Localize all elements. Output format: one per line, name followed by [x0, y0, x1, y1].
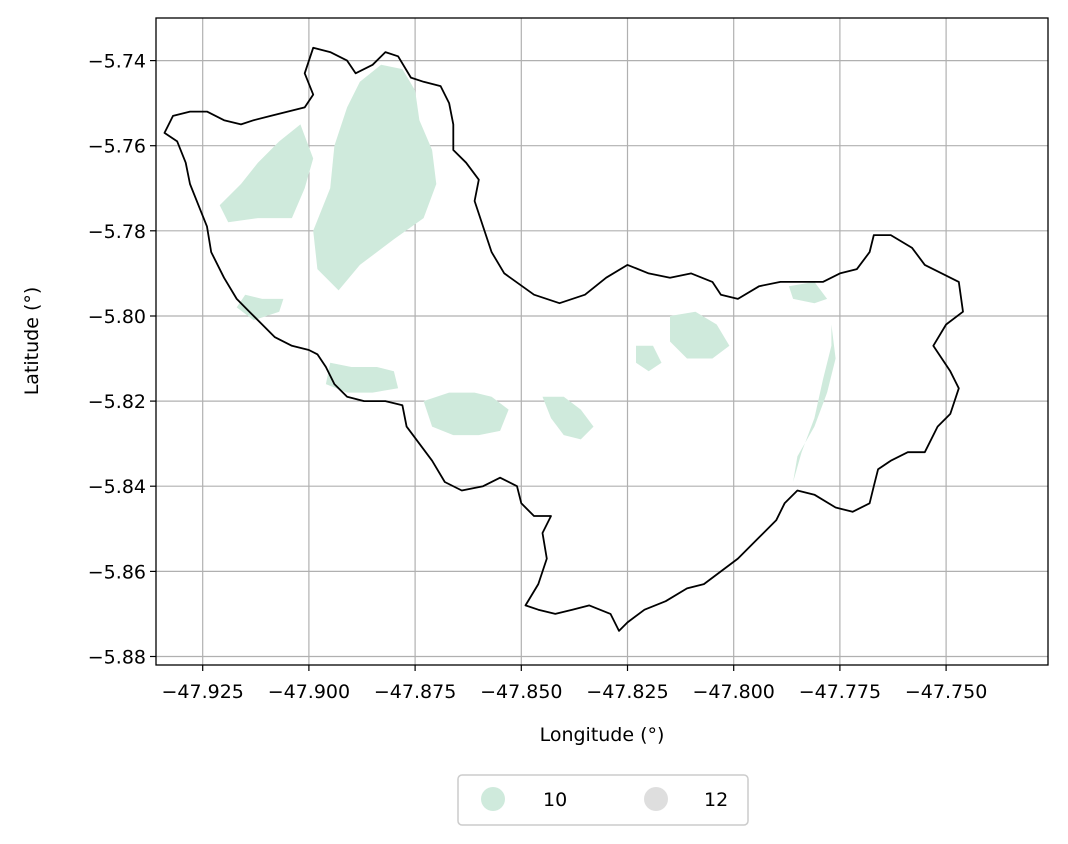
grid-lines-y: [156, 59, 1048, 658]
legend-box: [457, 774, 749, 826]
y-tick-label: −5.74: [88, 51, 146, 73]
legend-label-10: 10: [543, 789, 567, 811]
x-tick-label: −47.750: [905, 681, 987, 703]
legend: 10 12: [457, 774, 749, 826]
legend-label-12: 12: [704, 789, 728, 811]
plot-background: [156, 18, 1048, 665]
class-10-area: [542, 396, 594, 440]
x-tick-label: −47.875: [374, 681, 456, 703]
y-tick-label: −5.80: [88, 306, 146, 328]
y-tick-label: −5.84: [88, 476, 146, 498]
legend-marker-12: [644, 787, 668, 811]
x-tick-label: −47.775: [799, 681, 881, 703]
y-tick-label: −5.88: [88, 647, 146, 669]
y-tick-label: −5.86: [88, 561, 146, 583]
y-axis-ticks: −5.74 −5.76 −5.78 −5.80 −5.82 −5.84 −5.86 −5.88: [88, 51, 156, 669]
class-10-area: [793, 324, 836, 482]
class-10-area: [788, 281, 828, 304]
x-tick-label: −47.800: [692, 681, 774, 703]
class-10-area: [236, 294, 284, 321]
study-area-boundary: [163, 46, 964, 632]
y-tick-label: −5.76: [88, 136, 146, 158]
x-tick-label: −47.850: [480, 681, 562, 703]
class-10-area: [313, 64, 437, 291]
class-10-area: [219, 124, 314, 223]
legend-marker-10: [481, 787, 505, 811]
y-tick-label: −5.82: [88, 391, 146, 413]
class-10-areas: [219, 64, 836, 482]
plot-area: [155, 17, 1049, 666]
x-axis-ticks: −47.925 −47.900 −47.875 −47.850 −47.825 −47.8…: [161, 665, 987, 703]
x-tick-label: −47.900: [268, 681, 350, 703]
class-10-area: [423, 392, 509, 436]
y-tick-label: −5.78: [88, 221, 146, 243]
class-10-area: [636, 345, 662, 372]
class-10-area: [670, 311, 730, 359]
x-tick-label: −47.825: [586, 681, 668, 703]
x-axis-label: Longitude (°): [540, 724, 665, 746]
class-10-area: [325, 362, 399, 393]
y-axis-label: Latitude (°): [21, 287, 43, 396]
x-tick-label: −47.925: [161, 681, 243, 703]
plot-frame: [155, 17, 1049, 666]
